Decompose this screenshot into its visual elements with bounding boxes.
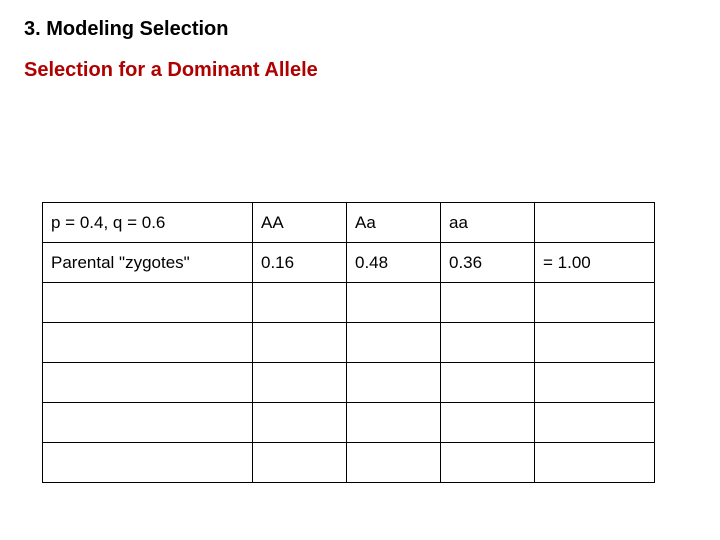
cell-row3-AA bbox=[253, 323, 347, 363]
cell-row0-label: p = 0.4, q = 0.6 bbox=[43, 203, 253, 243]
selection-table: p = 0.4, q = 0.6 AA Aa aa Parental "zygo… bbox=[42, 202, 655, 483]
cell-row0-aa: aa bbox=[441, 203, 535, 243]
cell-row1-label: Parental "zygotes" bbox=[43, 243, 253, 283]
cell-row4-sum bbox=[535, 363, 655, 403]
cell-row5-AA bbox=[253, 403, 347, 443]
cell-row3-Aa bbox=[347, 323, 441, 363]
table-container: p = 0.4, q = 0.6 AA Aa aa Parental "zygo… bbox=[24, 202, 696, 483]
cell-row2-AA bbox=[253, 283, 347, 323]
cell-row5-sum bbox=[535, 403, 655, 443]
cell-row6-aa bbox=[441, 443, 535, 483]
table-row bbox=[43, 363, 655, 403]
cell-row1-AA: 0.16 bbox=[253, 243, 347, 283]
table-row bbox=[43, 283, 655, 323]
cell-row6-Aa bbox=[347, 443, 441, 483]
cell-row0-Aa: Aa bbox=[347, 203, 441, 243]
cell-row2-label bbox=[43, 283, 253, 323]
cell-row2-Aa bbox=[347, 283, 441, 323]
cell-row4-label bbox=[43, 363, 253, 403]
table-row: Parental "zygotes" 0.16 0.48 0.36 = 1.00 bbox=[43, 243, 655, 283]
cell-row1-aa: 0.36 bbox=[441, 243, 535, 283]
cell-row5-label bbox=[43, 403, 253, 443]
cell-row0-AA: AA bbox=[253, 203, 347, 243]
cell-row6-sum bbox=[535, 443, 655, 483]
cell-row4-AA bbox=[253, 363, 347, 403]
page-subtitle: Selection for a Dominant Allele bbox=[24, 59, 696, 82]
cell-row5-aa bbox=[441, 403, 535, 443]
cell-row3-sum bbox=[535, 323, 655, 363]
cell-row3-label bbox=[43, 323, 253, 363]
table-row bbox=[43, 443, 655, 483]
cell-row6-AA bbox=[253, 443, 347, 483]
table-row bbox=[43, 403, 655, 443]
cell-row3-aa bbox=[441, 323, 535, 363]
cell-row5-Aa bbox=[347, 403, 441, 443]
cell-row4-aa bbox=[441, 363, 535, 403]
cell-row1-sum: = 1.00 bbox=[535, 243, 655, 283]
cell-row2-aa bbox=[441, 283, 535, 323]
cell-row1-Aa: 0.48 bbox=[347, 243, 441, 283]
cell-row6-label bbox=[43, 443, 253, 483]
page-title: 3. Modeling Selection bbox=[24, 18, 696, 41]
cell-row4-Aa bbox=[347, 363, 441, 403]
cell-row0-sum bbox=[535, 203, 655, 243]
slide-page: 3. Modeling Selection Selection for a Do… bbox=[0, 0, 720, 540]
table-row: p = 0.4, q = 0.6 AA Aa aa bbox=[43, 203, 655, 243]
table-row bbox=[43, 323, 655, 363]
cell-row2-sum bbox=[535, 283, 655, 323]
